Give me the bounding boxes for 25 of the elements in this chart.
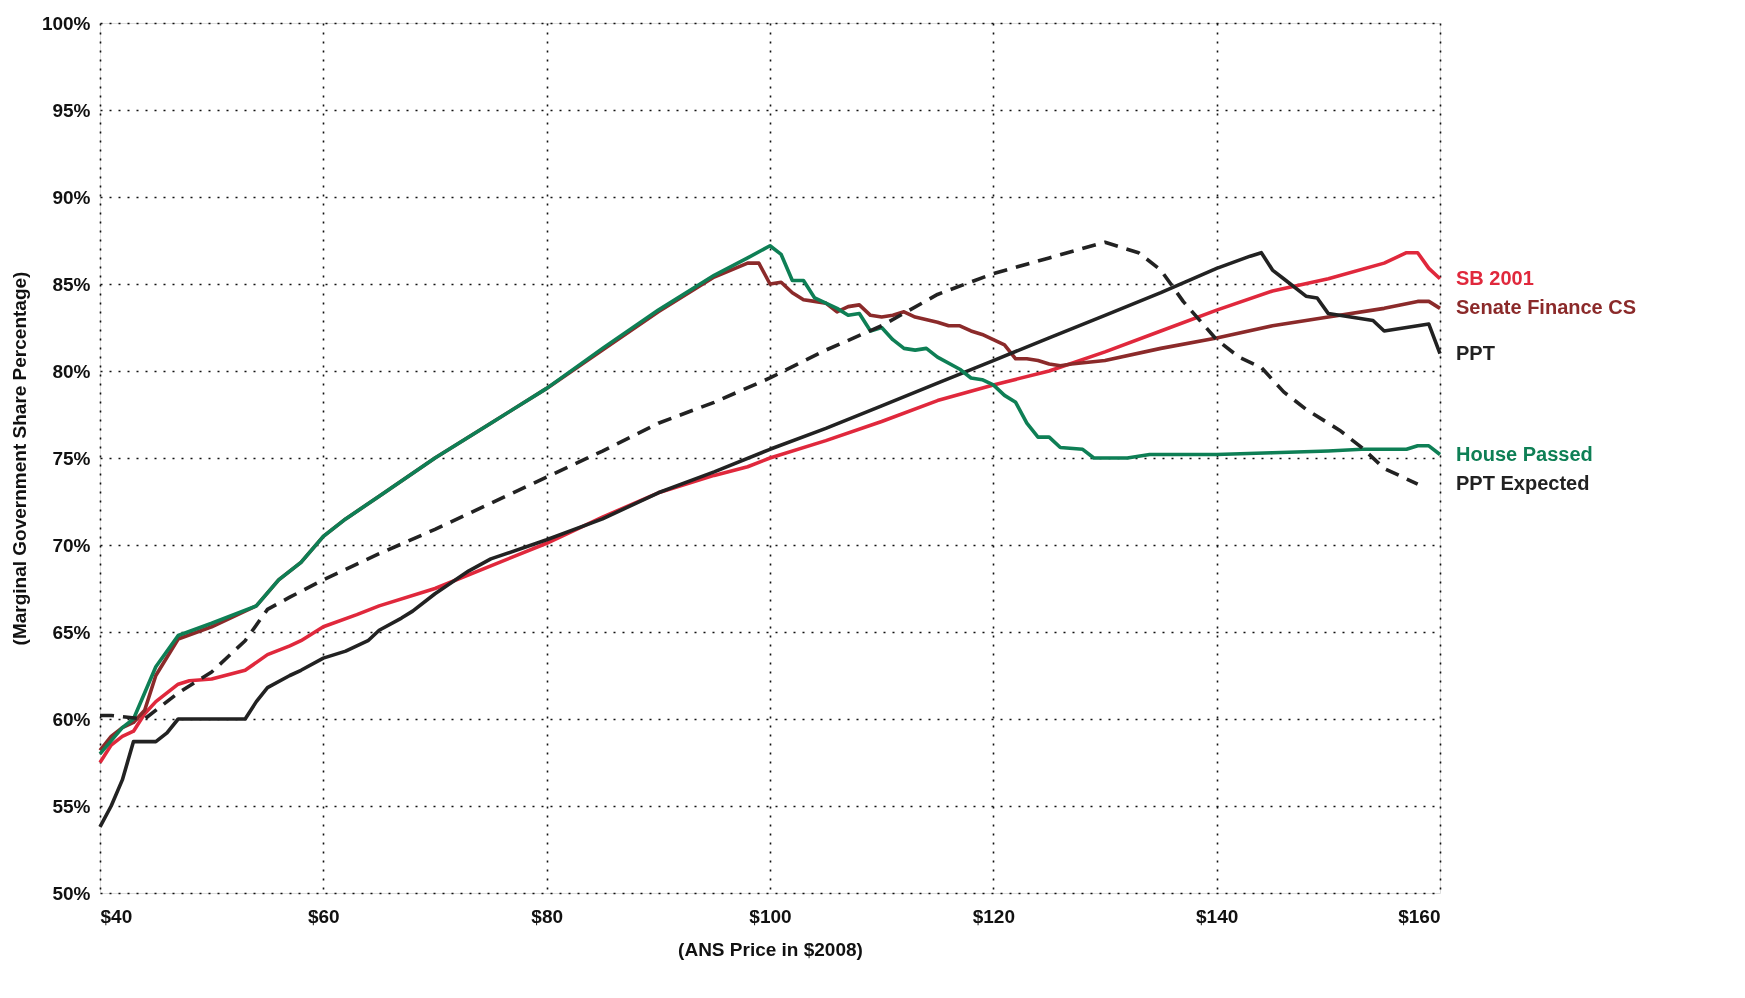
y-tick-label: 60%: [52, 708, 91, 730]
y-tick-label: 85%: [52, 273, 91, 295]
x-tick-label: $100: [749, 905, 792, 927]
y-tick-label: 65%: [52, 621, 91, 643]
series-label: PPT Expected: [1456, 472, 1590, 495]
y-axis-title: (Marginal Government Share Percentage): [8, 271, 30, 646]
y-tick-label: 95%: [52, 99, 91, 121]
x-tick-label: $140: [1196, 905, 1239, 927]
x-tick-label: $80: [531, 905, 564, 927]
y-tick-label: 75%: [52, 447, 91, 469]
y-tick-label: 80%: [52, 360, 91, 382]
y-tick-label: 90%: [52, 186, 91, 208]
series-label: PPT: [1456, 341, 1495, 364]
series-label: House Passed: [1456, 442, 1593, 465]
y-tick-label: 100%: [41, 12, 91, 34]
series-label: SB 2001: [1456, 266, 1534, 289]
series-label: Senate Finance CS: [1456, 296, 1637, 319]
x-tick-label: $120: [972, 905, 1015, 927]
y-tick-label: 70%: [52, 534, 91, 556]
x-axis-title: (ANS Price in $2008): [678, 938, 863, 960]
y-tick-label: 55%: [52, 795, 91, 817]
x-tick-label: $60: [307, 905, 340, 927]
y-tick-label: 50%: [52, 882, 91, 904]
x-tick-label: $160: [1398, 905, 1441, 927]
x-tick-label: $40: [100, 905, 133, 927]
